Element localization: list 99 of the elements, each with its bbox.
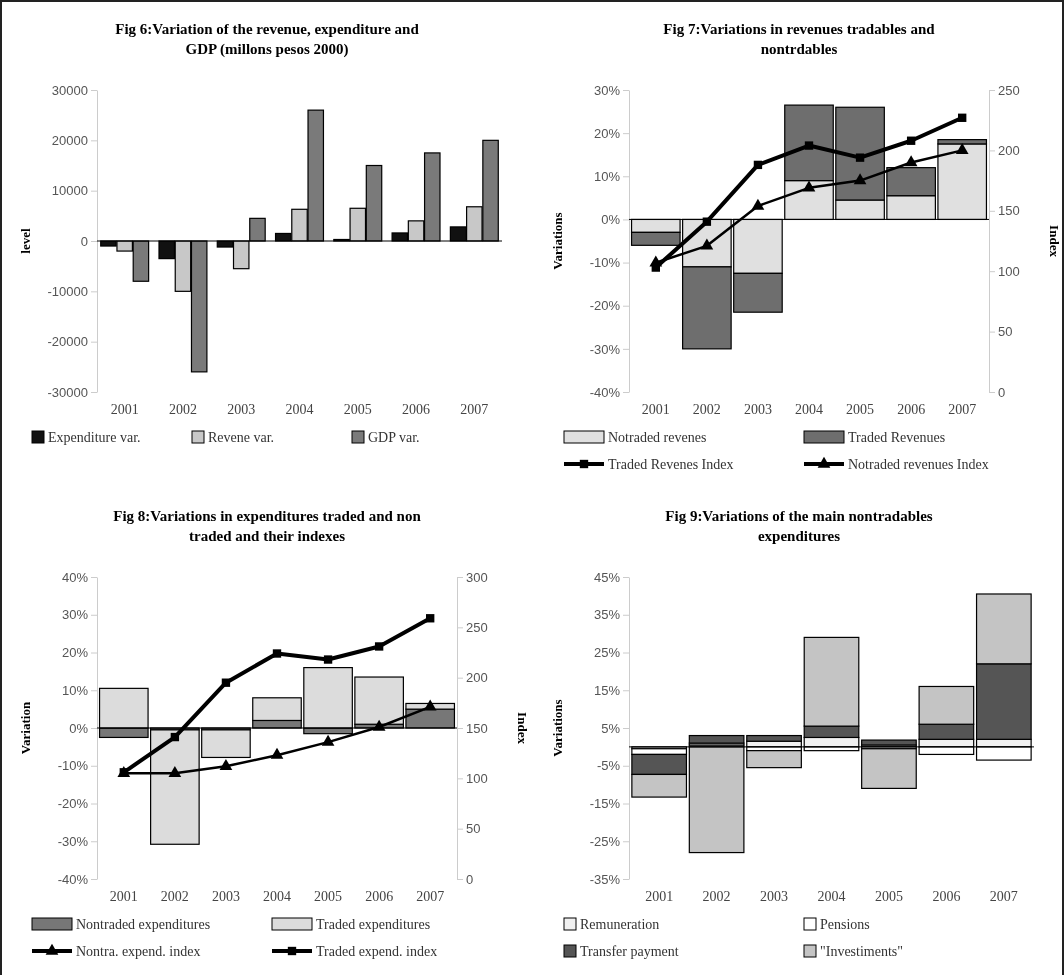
y2-tick-label: 250 xyxy=(466,619,488,635)
x-tick-label: 2007 xyxy=(460,402,489,417)
y2-tick-label: 150 xyxy=(998,203,1020,219)
legend-label: Traded Revenues xyxy=(848,430,946,445)
x-tick-label: 2003 xyxy=(743,402,772,417)
x-tick-label: 2007 xyxy=(989,889,1018,904)
x-tick-label: 2006 xyxy=(932,889,961,904)
y2-tick-label: 250 xyxy=(998,82,1020,98)
y-tick-label: -25% xyxy=(589,833,621,849)
y-tick-label: 30% xyxy=(593,82,621,98)
y-axis-title: Variations xyxy=(550,212,565,270)
legend-label: Transfer payment xyxy=(580,944,679,959)
x-tick-label: 2002 xyxy=(702,889,731,904)
y-tick-label: -20000 xyxy=(47,334,88,350)
y-tick-label: -40% xyxy=(57,871,89,887)
legend-label: Expenditure var. xyxy=(48,430,141,445)
x-tick-label: 2003 xyxy=(760,889,789,904)
y2-tick-label: 50 xyxy=(466,821,481,837)
y-tick-label: 0 xyxy=(80,233,88,249)
x-tick-label: 2004 xyxy=(817,889,846,904)
x-tick-label: 2004 xyxy=(795,402,823,417)
x-tick-label: 2001 xyxy=(645,889,674,904)
y-tick-label: 0% xyxy=(69,720,89,736)
x-tick-label: 2005 xyxy=(343,402,372,417)
y-tick-label: 45% xyxy=(593,569,621,585)
y2-tick-label: 100 xyxy=(998,263,1020,279)
x-tick-label: 2003 xyxy=(211,889,240,904)
y-axis-title: level xyxy=(18,227,33,254)
x-tick-label: 2003 xyxy=(227,402,256,417)
x-tick-label: 2001 xyxy=(110,402,139,417)
y-tick-label: 10000 xyxy=(51,183,88,199)
legend-label: Traded expend. index xyxy=(316,944,438,959)
x-tick-label: 2005 xyxy=(846,402,875,417)
x-tick-label: 2001 xyxy=(109,889,138,904)
y-tick-label: -10% xyxy=(57,758,89,774)
y-tick-label: 0% xyxy=(601,212,621,228)
legend-label: Traded expenditures xyxy=(316,917,431,932)
x-tick-label: 2005 xyxy=(874,889,903,904)
legend-label: Remuneration xyxy=(580,917,660,932)
x-tick-label: 2007 xyxy=(948,402,977,417)
chart-title: Fig 7:Variations in revenues tradables and nontrdables xyxy=(663,21,936,57)
y-tick-label: -35% xyxy=(589,871,621,887)
y-tick-label: 20% xyxy=(61,645,89,661)
legend-label: Notraded revenues Index xyxy=(848,457,989,472)
y-tick-label: 35% xyxy=(593,607,621,623)
y-axis-title: Variations xyxy=(550,699,565,757)
y-tick-label: 30% xyxy=(61,607,89,623)
x-tick-label: 2001 xyxy=(641,402,670,417)
legend-label: Revene var. xyxy=(208,430,275,445)
y-tick-label: 10% xyxy=(593,168,621,184)
y-tick-label: -15% xyxy=(589,796,621,812)
legend-label: Traded Revenes Index xyxy=(608,457,734,472)
x-tick-label: 2002 xyxy=(692,402,721,417)
y2-tick-label: 200 xyxy=(466,670,488,686)
legend-label: Notraded revenes xyxy=(608,430,707,445)
chart-title: Fig 8:Variations in expenditures traded and non traded and their indexes xyxy=(113,508,422,544)
y2-tick-label: 100 xyxy=(466,770,488,786)
y-tick-label: 40% xyxy=(61,569,89,585)
y-tick-label: -30% xyxy=(57,833,89,849)
legend-label: GDP var. xyxy=(368,430,420,445)
y-tick-label: -30000 xyxy=(47,384,88,400)
legend-label: "Investiments" xyxy=(820,944,903,959)
y-tick-label: 15% xyxy=(593,682,621,698)
x-tick-label: 2005 xyxy=(314,889,343,904)
legend-label: Pensions xyxy=(820,917,870,932)
y-tick-label: -20% xyxy=(589,298,621,314)
y-tick-label: -40% xyxy=(589,384,621,400)
legend-label: Nontraded expenditures xyxy=(76,917,211,932)
y-tick-label: -5% xyxy=(596,758,621,774)
y-tick-label: 25% xyxy=(593,645,621,661)
x-tick-label: 2004 xyxy=(285,402,314,417)
legend-label: Nontra. expend. index xyxy=(76,944,201,959)
y2-tick-label: 300 xyxy=(466,569,488,585)
chart-title: Fig 6:Variation of the revenue, expenditure and GDP (millons pesos 2000) xyxy=(115,21,420,58)
y-tick-label: -10% xyxy=(589,255,621,271)
x-tick-label: 2006 xyxy=(365,889,394,904)
x-tick-label: 2002 xyxy=(160,889,189,904)
x-tick-label: 2007 xyxy=(416,889,445,904)
y2-tick-label: 0 xyxy=(466,871,474,887)
x-tick-label: 2006 xyxy=(402,402,431,417)
y-tick-label: -10000 xyxy=(47,283,88,299)
x-tick-label: 2004 xyxy=(263,889,291,904)
y-tick-label: 20000 xyxy=(51,132,88,148)
y-tick-label: 20% xyxy=(593,125,621,141)
y-tick-label: 5% xyxy=(601,720,621,736)
y-tick-label: 30000 xyxy=(51,82,88,98)
y2-axis-title: Index xyxy=(515,712,530,745)
y-tick-label: -20% xyxy=(57,796,89,812)
y2-tick-label: 0 xyxy=(998,384,1006,400)
y-axis-title: Variation xyxy=(18,701,33,755)
x-tick-label: 2006 xyxy=(897,402,926,417)
y2-tick-label: 50 xyxy=(998,324,1013,340)
y2-tick-label: 150 xyxy=(466,720,488,736)
y-tick-label: 10% xyxy=(61,682,89,698)
chart-title: Fig 9:Variations of the main nontradables expenditures xyxy=(665,508,933,544)
y2-axis-title: Index xyxy=(1047,225,1062,258)
x-tick-label: 2002 xyxy=(168,402,197,417)
y2-tick-label: 200 xyxy=(998,143,1020,159)
y-tick-label: -30% xyxy=(589,341,621,357)
